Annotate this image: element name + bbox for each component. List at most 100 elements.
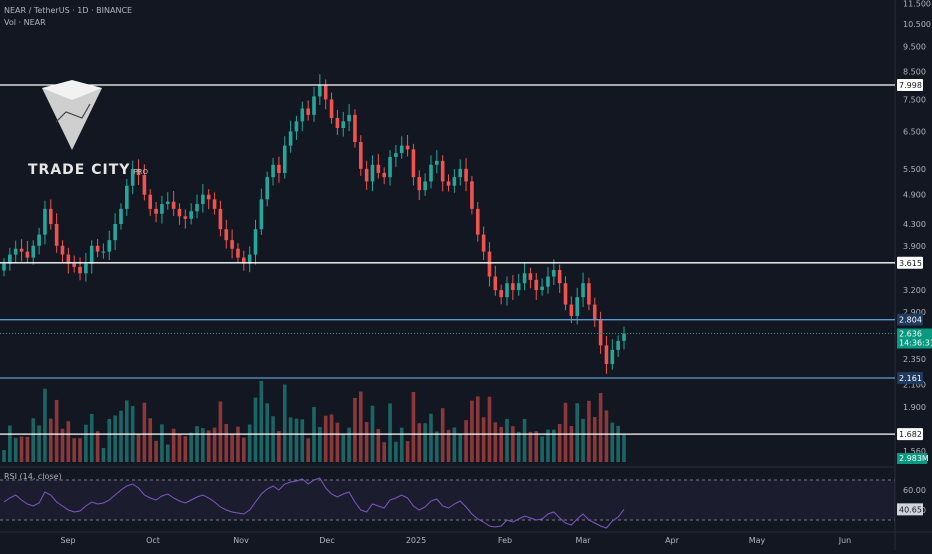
candle-body — [399, 145, 404, 154]
volume-bar — [72, 438, 76, 462]
volume-bar — [341, 434, 346, 462]
candle-body — [206, 194, 211, 200]
candle-body — [604, 345, 609, 365]
logo-suffix: PRO — [133, 168, 149, 176]
candle-body — [101, 251, 106, 253]
level-tag-bg — [897, 428, 923, 441]
candle-body — [464, 168, 468, 182]
x-tick-label: May — [749, 536, 766, 545]
candle-body — [54, 223, 59, 246]
volume-bar — [516, 431, 521, 462]
candle-body — [66, 254, 71, 264]
candle-body — [616, 340, 620, 350]
y-tick-label: 2.900 — [903, 308, 926, 317]
candle-body — [177, 208, 182, 217]
candle-body — [546, 276, 550, 287]
logo-shape-back — [42, 88, 102, 150]
level-tag-text: 3.615 — [899, 259, 922, 268]
volume-bar — [136, 433, 141, 462]
candle-body — [48, 208, 53, 224]
volume-bar — [48, 418, 53, 462]
volume-bar — [569, 426, 574, 462]
candles-group — [2, 74, 626, 374]
candle-body — [171, 201, 176, 209]
volume-bar — [189, 432, 193, 462]
candle-body — [125, 185, 129, 209]
volume-bar — [107, 418, 112, 462]
volume-header: Vol · NEAR — [4, 18, 46, 27]
volume-bar — [19, 436, 24, 462]
candle-body — [136, 168, 141, 176]
volume-bar — [435, 431, 439, 462]
candle-body — [475, 208, 480, 235]
volume-bar — [113, 415, 117, 462]
volume-bar — [89, 414, 94, 462]
candle-body — [288, 131, 293, 146]
volume-bar — [119, 410, 123, 462]
y-tick-label: 3.200 — [903, 286, 926, 295]
candle-body — [394, 153, 398, 157]
volume-bar — [230, 434, 234, 462]
volume-bar — [224, 424, 229, 462]
volume-bar — [2, 450, 6, 462]
rsi-tick-label: 60.00 — [903, 486, 926, 495]
candle-body — [236, 248, 240, 258]
volume-bar — [598, 393, 603, 462]
candle-body — [458, 168, 463, 178]
candle-body — [364, 168, 369, 182]
candle-body — [195, 204, 199, 212]
volume-bar — [142, 402, 147, 462]
candle-body — [183, 216, 188, 219]
level-tag-text: 2.804 — [899, 316, 922, 325]
volume-bar — [154, 440, 158, 462]
volume-bar — [405, 441, 410, 462]
candle-body — [382, 172, 386, 178]
volume-bar — [470, 400, 474, 462]
volume-bar — [499, 426, 503, 462]
candle-body — [411, 149, 416, 178]
volume-bar — [37, 425, 41, 462]
symbol-header: NEAR / TetherUS · 1D · BINANCE — [4, 6, 133, 15]
candle-body — [294, 121, 299, 132]
rsi-label: RSI (14, close) — [4, 472, 62, 481]
candle-body — [405, 145, 410, 150]
candle-body — [417, 177, 422, 191]
volume-bar — [165, 444, 170, 462]
candle-body — [119, 208, 123, 224]
candle-body — [78, 266, 82, 274]
volume-bar — [288, 417, 293, 462]
volume-bar — [534, 431, 539, 462]
x-tick-label: Apr — [665, 536, 680, 545]
volume-bar — [8, 425, 12, 462]
volume-bar — [475, 396, 480, 462]
logo-name: TRADE CITY — [28, 162, 131, 178]
volume-bar — [446, 429, 451, 462]
candle-body — [113, 223, 117, 241]
candle-body — [230, 240, 234, 249]
candle-body — [89, 245, 94, 264]
candle-body — [242, 257, 246, 264]
volume-bar — [616, 425, 620, 462]
candle-body — [142, 175, 147, 195]
volume-bar — [552, 429, 556, 462]
candle-body — [429, 164, 433, 182]
x-tick-label: 2025 — [406, 536, 426, 545]
candle-body — [452, 177, 457, 186]
volume-bar — [481, 417, 486, 462]
candle-body — [353, 114, 357, 143]
x-tick-label: Mar — [575, 536, 591, 545]
candle-body — [575, 297, 580, 317]
volume-bar — [318, 426, 322, 462]
candle-body — [218, 208, 223, 230]
volume-bar — [31, 418, 36, 462]
candle-body — [592, 304, 597, 320]
y-tick-label: 1.900 — [903, 403, 926, 412]
volume-bar — [282, 384, 287, 462]
volume-bar — [323, 415, 328, 462]
candle-body — [160, 204, 164, 214]
candle-body — [446, 181, 451, 186]
candle-body — [318, 84, 322, 97]
candle-body — [581, 283, 585, 298]
